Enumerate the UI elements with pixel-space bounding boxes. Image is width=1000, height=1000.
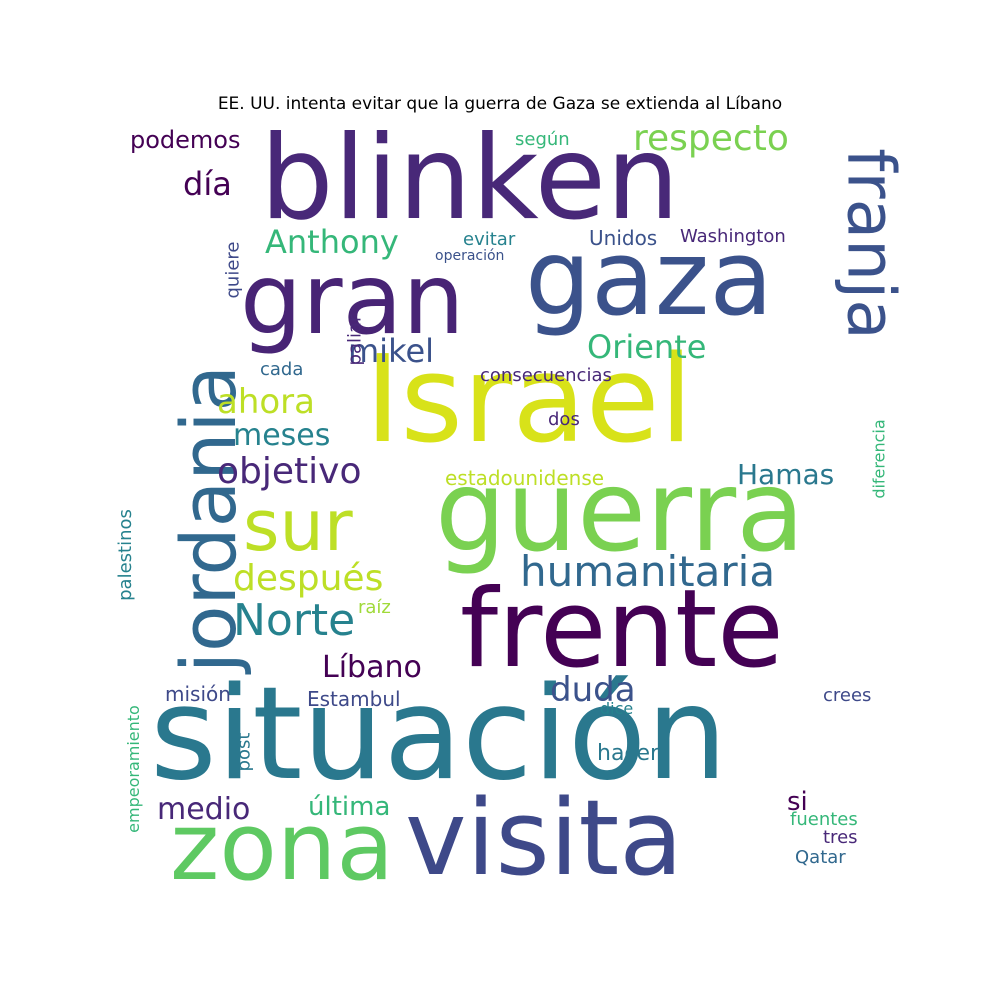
word: gaza [525,217,774,339]
word: hacer [597,741,660,766]
word: última [308,792,391,822]
word: respecto [633,118,789,159]
word: post [233,732,255,772]
word: duda [550,670,636,710]
word: meses [233,418,331,453]
wordcloud-title: EE. UU. intenta evitar que la guerra de … [217,94,783,114]
word: Unidos [589,226,658,250]
word: dos [548,409,580,430]
word: si [787,787,808,817]
word: sur [243,485,353,567]
word: según [515,129,570,150]
word: franja [832,148,910,340]
word: guerra [435,447,805,577]
word: después [233,558,384,599]
word: misión [165,682,231,706]
word: Anthony [265,223,399,261]
word: diferencia [869,419,889,499]
word: frente [460,567,784,692]
word: medio [157,792,251,827]
word: Qatar [795,847,846,868]
word: gran [240,243,465,357]
word: podemos [130,126,241,154]
word-cloud: situación Israel blinken guerra frente v… [115,111,910,902]
word: visita [405,777,684,899]
word: operación [435,248,505,264]
word: Oriente [587,328,707,366]
word: estadounidense [445,466,605,490]
word: día [183,165,232,203]
word: dice [600,699,634,718]
word: palestinos [114,509,136,601]
word: empeoramiento [123,705,143,833]
word: fuentes [790,809,858,830]
word: zona [170,793,395,902]
word: Israel [365,331,693,470]
word: quiere [222,241,244,299]
word: Washington [680,226,786,247]
word: objetivo [217,451,362,492]
word: cada [260,359,304,380]
word: raíz [358,597,391,618]
word: Hamas [737,458,835,491]
word: mikel [348,332,435,370]
word: tres [823,827,858,848]
word: consecuencias [480,365,612,386]
word: ahora [217,382,315,422]
word: Líbano [322,650,422,685]
word: situación [150,660,728,809]
word: crees [823,685,872,706]
word: evitar [463,229,516,250]
word: paliar [344,314,366,366]
word: blinken [260,111,680,246]
word: Norte [233,595,356,646]
word: humanitaria [520,547,776,596]
word: Estambul [307,687,401,711]
